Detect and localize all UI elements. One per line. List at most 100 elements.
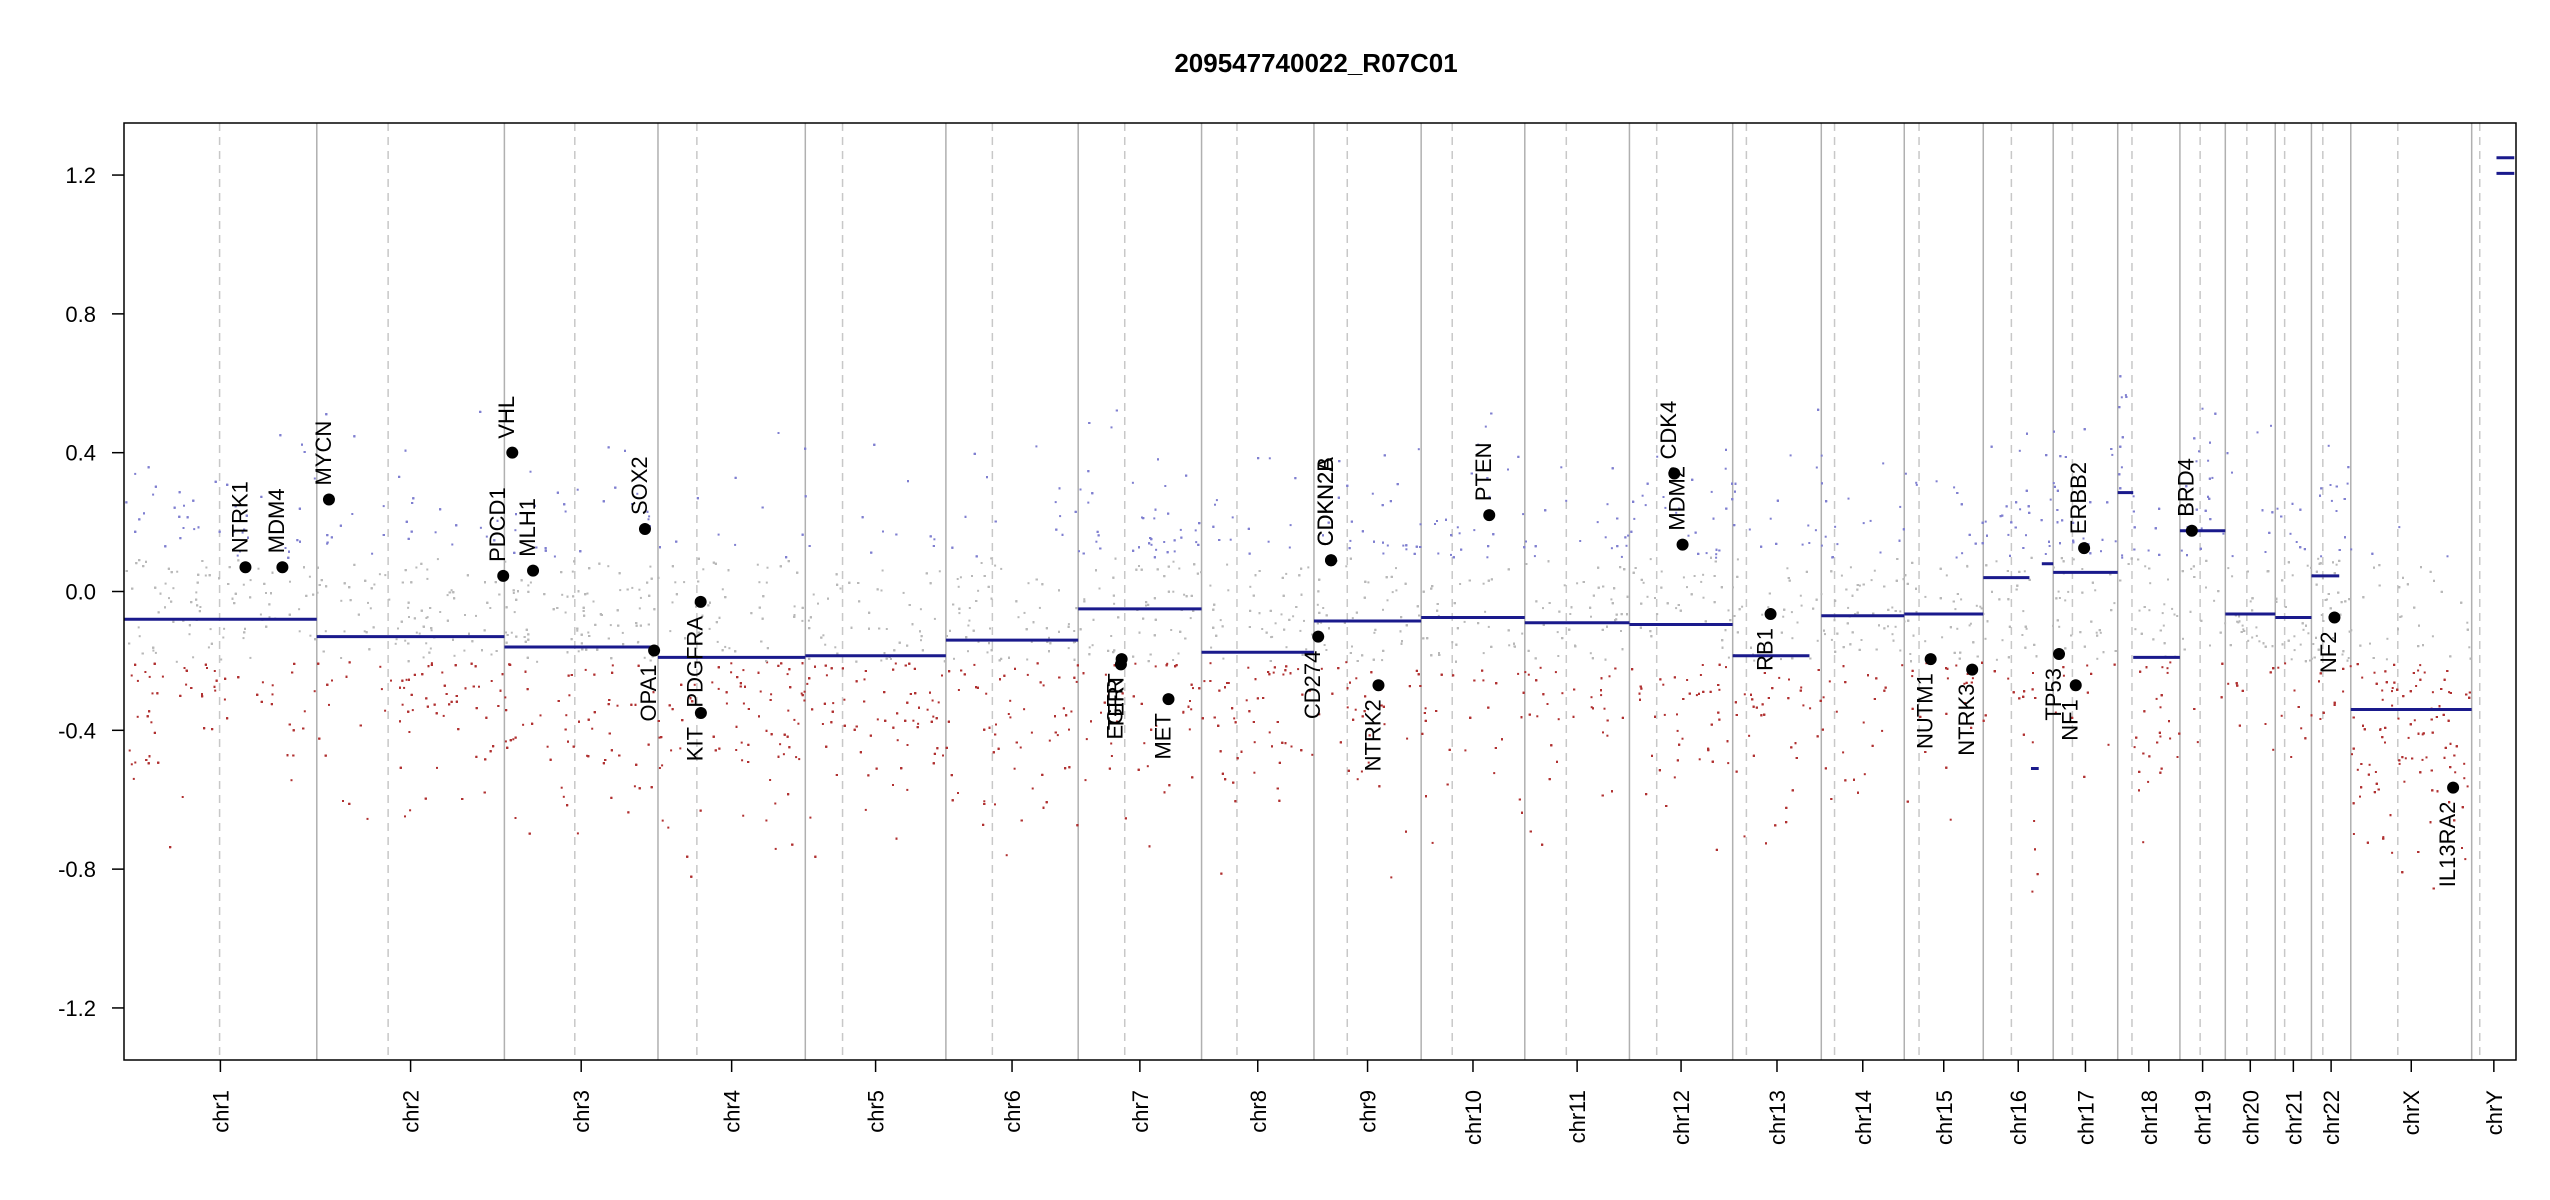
probe-point <box>562 795 565 798</box>
probe-point <box>674 581 677 584</box>
probe-point <box>568 694 571 697</box>
probe-point <box>1814 529 1817 532</box>
probe-point <box>479 526 482 529</box>
probe-point <box>2421 758 2424 761</box>
probe-point <box>1027 582 1030 585</box>
probe-point <box>1682 576 1685 579</box>
probe-point <box>1367 761 1370 764</box>
probe-point <box>522 723 525 726</box>
probe-point <box>1660 570 1663 573</box>
probe-point <box>1782 615 1785 618</box>
probe-point <box>1110 742 1113 745</box>
probe-point <box>2138 609 2141 612</box>
probe-point <box>436 766 438 769</box>
probe-point <box>2022 610 2025 613</box>
probe-point <box>2067 590 2070 593</box>
probe-point <box>1778 676 1781 679</box>
probe-point <box>241 531 244 534</box>
probe-point <box>834 646 837 649</box>
probe-point <box>405 678 408 681</box>
probe-point <box>1767 606 1770 609</box>
probe-point <box>138 635 141 638</box>
probe-point <box>2182 637 2184 640</box>
probe-point <box>1539 666 1542 669</box>
probe-point <box>223 627 226 630</box>
probe-point <box>453 654 456 657</box>
probe-point <box>611 664 614 667</box>
probe-point <box>1748 528 1751 531</box>
probe-point <box>1493 772 1496 775</box>
probe-point <box>1178 567 1181 570</box>
probe-point <box>1858 584 1861 587</box>
probe-point <box>2276 507 2279 510</box>
probe-point <box>401 703 404 706</box>
probe-point <box>765 581 768 584</box>
probe-point <box>2415 685 2418 687</box>
probe-point <box>205 566 208 569</box>
probe-point <box>1450 553 1452 556</box>
probe-point <box>2018 449 2021 452</box>
probe-point <box>313 690 316 693</box>
probe-point <box>1048 636 1050 639</box>
probe-point <box>1561 692 1564 695</box>
probe-point <box>1579 540 1582 542</box>
probe-point <box>1824 535 1827 538</box>
probe-point <box>1620 555 1623 558</box>
probe-point <box>2319 718 2322 720</box>
probe-point <box>430 662 433 665</box>
probe-point <box>1150 543 1153 546</box>
probe-point <box>1753 659 1756 662</box>
probe-point <box>786 673 789 676</box>
probe-point <box>1899 649 1902 652</box>
probe-point <box>787 709 790 712</box>
probe-point <box>1297 668 1300 671</box>
probe-point <box>1710 490 1713 493</box>
probe-point <box>371 552 374 555</box>
probe-point <box>489 607 492 609</box>
probe-point <box>1542 607 1544 610</box>
probe-point <box>1765 666 1767 669</box>
probe-point <box>882 530 884 533</box>
probe-point <box>658 767 661 769</box>
probe-point <box>439 611 442 613</box>
probe-point <box>1229 538 1232 541</box>
probe-point <box>1524 671 1527 674</box>
probe-point <box>1354 708 1357 711</box>
probe-point <box>2293 635 2296 638</box>
probe-point <box>2054 711 2057 714</box>
probe-point <box>404 639 407 642</box>
probe-point <box>1382 552 1385 555</box>
probe-point <box>2431 635 2434 638</box>
probe-point <box>793 605 796 608</box>
probe-point <box>1154 665 1157 668</box>
probe-point <box>1949 818 1952 821</box>
probe-point <box>265 592 267 594</box>
probe-point <box>621 631 624 634</box>
probe-point <box>1067 647 1070 650</box>
probe-point <box>1274 622 1277 625</box>
probe-point <box>1590 706 1593 709</box>
probe-point <box>261 681 264 684</box>
probe-point <box>708 627 711 630</box>
probe-point <box>1098 587 1101 590</box>
probe-point <box>1915 481 1918 484</box>
probe-point <box>1840 574 1843 577</box>
probe-point <box>1610 598 1613 601</box>
probe-point <box>490 680 493 682</box>
probe-point <box>1625 544 1628 547</box>
probe-point <box>289 580 291 583</box>
probe-point <box>2419 664 2422 667</box>
probe-point <box>2094 589 2097 592</box>
probe-point <box>2211 476 2214 479</box>
probe-point <box>436 558 439 561</box>
probe-point <box>249 656 252 659</box>
probe-point <box>1870 579 1873 582</box>
probe-point <box>1267 540 1270 543</box>
probe-point <box>382 505 385 508</box>
probe-point <box>340 657 343 659</box>
probe-point <box>512 738 515 741</box>
probe-point <box>2058 597 2061 599</box>
chromosome-dividers <box>218 123 2481 1060</box>
probe-point <box>2407 736 2410 739</box>
probe-point <box>697 633 700 636</box>
